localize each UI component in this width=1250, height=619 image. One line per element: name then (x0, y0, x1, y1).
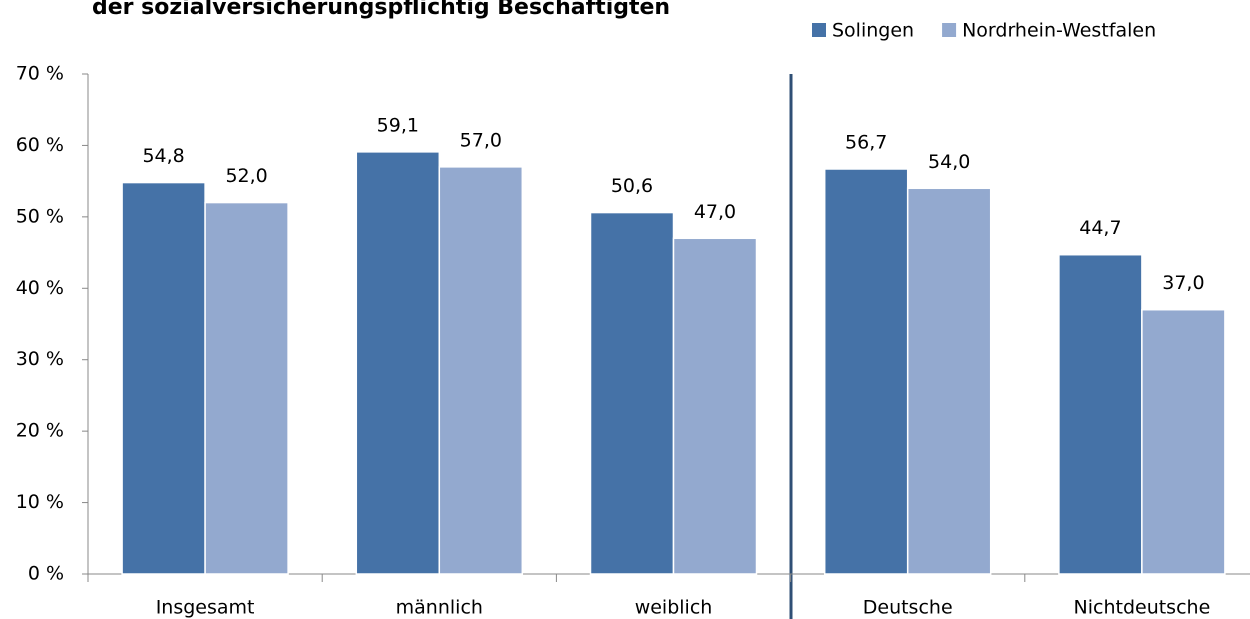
y-tick-label: 40 % (16, 277, 64, 299)
legend-label: Nordrhein-Westfalen (962, 20, 1156, 42)
x-tick-label: Deutsche (863, 597, 953, 619)
value-label: 56,7 (845, 132, 887, 154)
value-label: 47,0 (694, 201, 736, 223)
value-label: 50,6 (611, 175, 653, 197)
y-tick-label: 30 % (16, 348, 64, 370)
y-tick-label: 60 % (16, 134, 64, 156)
bar (672, 237, 758, 575)
bar (1141, 308, 1226, 575)
value-label: 54,8 (142, 145, 184, 167)
value-label: 44,7 (1079, 217, 1121, 239)
value-label: 57,0 (460, 129, 502, 151)
value-label: 59,1 (377, 114, 419, 136)
bar (438, 166, 524, 575)
bar (906, 187, 992, 575)
bar (823, 168, 909, 575)
bar (204, 201, 289, 575)
x-tick-label: weiblich (635, 597, 713, 619)
x-tick-label: Nichtdeutsche (1074, 597, 1211, 619)
value-label: 54,0 (928, 151, 970, 173)
legend-swatch (942, 23, 957, 37)
chart-title: der sozialversicherungspflichtig Beschäf… (92, 0, 670, 20)
value-label: 52,0 (225, 165, 267, 187)
y-tick-label: 20 % (16, 420, 64, 442)
bar (355, 151, 441, 575)
x-tick-label: Insgesamt (156, 597, 255, 619)
legend-swatch (812, 23, 826, 37)
legend-label: Solingen (832, 20, 914, 42)
x-tick-label: männlich (396, 597, 483, 619)
y-tick-label: 70 % (16, 63, 64, 85)
y-tick-label: 10 % (16, 491, 64, 513)
y-tick-label: 50 % (16, 205, 64, 227)
value-label: 37,0 (1162, 272, 1204, 294)
bar (589, 211, 675, 575)
bar (121, 181, 206, 575)
bar (1058, 253, 1143, 575)
y-tick-label: 0 % (28, 563, 64, 585)
